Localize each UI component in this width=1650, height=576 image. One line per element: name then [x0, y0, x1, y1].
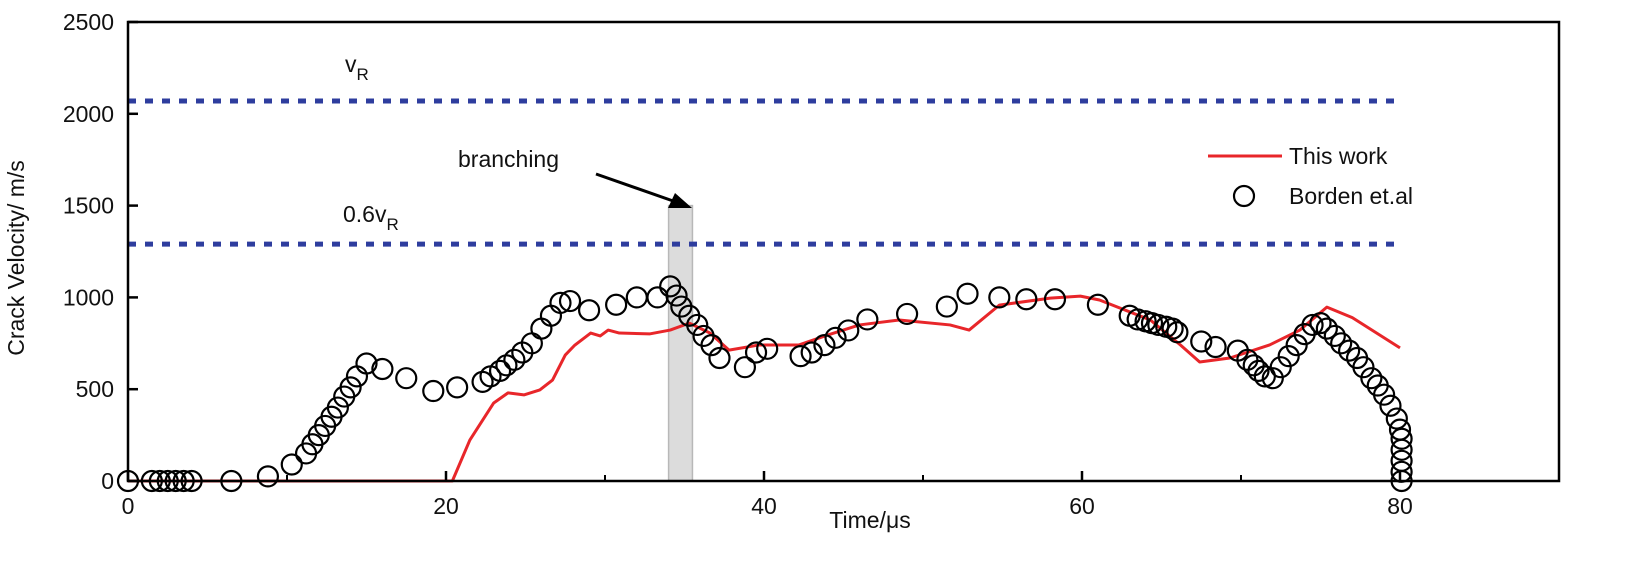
plot-frame: [126, 20, 1561, 483]
axes-layer: 0 20 40 60 80 0 500 1000 1500 2000 2500: [63, 9, 1561, 519]
data-point-borden: [1285, 334, 1308, 357]
data-point-borden: [1147, 313, 1170, 337]
data-point-borden: [1385, 407, 1408, 430]
data-point-borden: [1379, 394, 1402, 417]
data-point-borden: [605, 293, 628, 316]
legend-label-borden: Borden et.al: [1289, 183, 1413, 209]
branching-annotation: branching: [458, 146, 559, 172]
data-point-borden: [1043, 288, 1067, 311]
data-point-borden: [1269, 356, 1292, 379]
data-point-borden: [256, 465, 280, 488]
data-point-borden: [339, 376, 362, 399]
data-point-borden: [549, 291, 572, 315]
legend: This work Borden et.al: [1208, 143, 1413, 209]
branching-arrow: [595, 172, 692, 208]
data-point-borden: [837, 319, 860, 342]
data-point-borden: [1352, 356, 1375, 379]
data-point-borden: [1161, 317, 1184, 340]
reference-lines-layer: [128, 98, 1400, 247]
y-axis-label: Crack Velocity/ m/s: [3, 160, 29, 356]
data-point-borden: [577, 299, 601, 322]
y-tick-label: 1000: [63, 284, 114, 310]
data-point-borden: [700, 334, 723, 357]
y-tick-label: 1500: [63, 193, 114, 219]
data-point-borden: [1261, 367, 1284, 390]
data-point-borden: [558, 289, 582, 313]
data-point-borden: [1315, 317, 1338, 340]
y-tick-label: 2000: [63, 101, 114, 127]
series-layer: [116, 275, 1413, 493]
data-point-borden: [1390, 438, 1413, 461]
data-point-borden: [1166, 321, 1189, 344]
data-point-borden: [422, 379, 445, 403]
data-point-borden: [280, 453, 303, 476]
data-point-borden: [1360, 367, 1383, 390]
data-point-borden: [1242, 354, 1265, 377]
data-point-borden: [355, 352, 378, 375]
data-point-borden: [625, 286, 648, 309]
x-tick-label: 40: [751, 493, 777, 519]
data-point-borden: [646, 286, 669, 309]
data-point-borden: [935, 295, 958, 318]
data-point-borden: [665, 284, 688, 307]
branching-band-layer: [667, 204, 694, 482]
y-tick-label: 0: [101, 468, 114, 494]
data-point-borden: [956, 282, 979, 305]
data-point-borden: [1372, 383, 1396, 406]
data-point-borden: [503, 348, 526, 371]
x-tick-label: 60: [1069, 493, 1095, 519]
y-tick-label: 500: [76, 376, 114, 402]
data-point-borden: [756, 337, 779, 360]
x-tick-label: 20: [433, 493, 459, 519]
data-point-borden: [1338, 339, 1361, 362]
data-point-borden: [1015, 288, 1038, 311]
0.6vr-label: 0.6vR: [343, 201, 399, 234]
data-point-borden: [800, 341, 823, 364]
data-point-borden: [326, 396, 349, 419]
data-point-borden: [1086, 293, 1110, 316]
data-point-borden: [824, 326, 847, 349]
branching-band: [667, 204, 694, 482]
series-line-this-work: [128, 294, 1401, 483]
data-point-borden: [530, 317, 553, 340]
data-point-borden: [1390, 427, 1413, 450]
data-point-borden: [708, 346, 731, 370]
data-point-borden: [856, 308, 879, 331]
data-point-borden: [813, 334, 836, 357]
x-tick-label: 80: [1387, 493, 1413, 519]
data-point-borden: [446, 376, 469, 399]
data-point-borden: [488, 359, 512, 382]
data-point-borden: [1309, 312, 1332, 335]
vr-label: vR: [345, 51, 369, 84]
data-point-borden: [1277, 345, 1300, 368]
data-point-borden: [371, 357, 394, 381]
data-point-borden: [395, 367, 418, 390]
data-point-borden: [744, 341, 768, 364]
legend-label-this-work: This work: [1289, 143, 1388, 169]
data-point-borden: [1247, 359, 1270, 382]
data-point-borden: [1126, 308, 1149, 331]
legend-marker-borden: [1232, 184, 1256, 208]
data-point-borden: [988, 286, 1011, 309]
data-point-borden: [1190, 330, 1213, 353]
data-point-borden: [686, 313, 709, 337]
data-point-borden: [1323, 324, 1346, 348]
data-point-borden: [789, 345, 812, 368]
data-point-borden: [733, 356, 757, 379]
x-axis-label: Time/μs: [829, 507, 910, 533]
data-point-borden: [1330, 332, 1353, 355]
x-tick-label: 0: [122, 493, 135, 519]
y-tick-label: 2500: [63, 9, 114, 35]
data-point-borden: [1301, 313, 1324, 337]
data-point-borden: [895, 302, 919, 326]
data-point-borden: [539, 304, 563, 327]
data-point-borden: [1204, 335, 1227, 359]
